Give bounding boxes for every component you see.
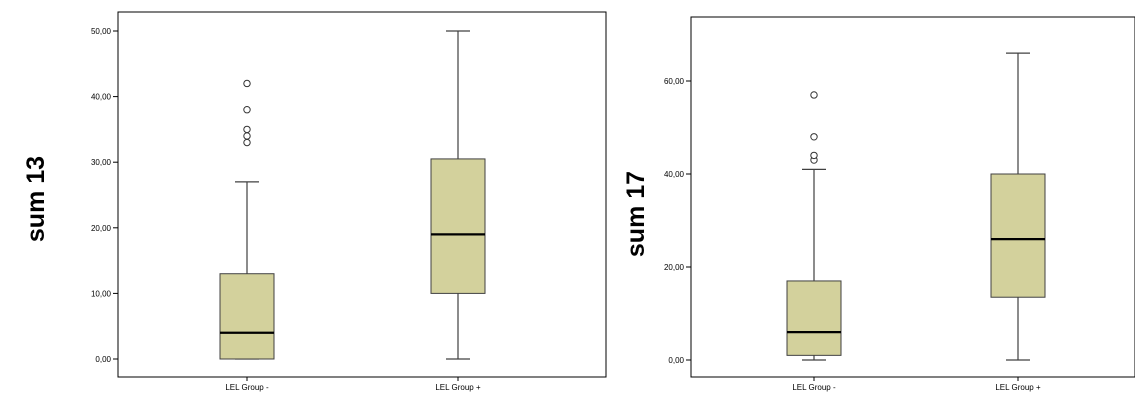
box-1 xyxy=(430,30,486,360)
box-1 xyxy=(990,52,1046,361)
chart-sum-13: 0,00 10,00 20,00 30,00 40,00 50,00 LEL Group -… xyxy=(22,11,607,392)
y-tick-label: 40,00 xyxy=(664,170,685,179)
iqr-box xyxy=(430,158,486,294)
y-tick-label: 30,00 xyxy=(91,158,112,167)
x-tick-label: LEL Group + xyxy=(435,383,481,392)
y-tick-label: 20,00 xyxy=(91,224,112,233)
box-0 xyxy=(786,91,842,361)
iqr-box xyxy=(786,280,842,356)
iqr-box xyxy=(990,173,1046,298)
y-tick-label: 0,00 xyxy=(668,356,684,365)
x-tick-label: LEL Group + xyxy=(995,383,1041,392)
y-tick-label: 20,00 xyxy=(664,263,685,272)
y-tick-label: 0,00 xyxy=(95,355,111,364)
outlier-point xyxy=(243,79,251,88)
outlier-point xyxy=(810,133,818,141)
outlier-point xyxy=(810,91,818,99)
y-tick-label: 10,00 xyxy=(91,289,112,298)
chart-sum-17: 0,00 20,00 40,00 60,00 LEL Group - LEL Group … xyxy=(622,16,1135,392)
y-tick-label: 50,00 xyxy=(91,27,112,36)
outlier-point xyxy=(243,106,251,114)
plot-frame xyxy=(690,16,1135,378)
plot-frame xyxy=(117,11,607,378)
outlier-point xyxy=(243,125,251,134)
y-axis-label: sum 17 xyxy=(622,171,650,257)
box-0 xyxy=(219,79,275,360)
x-tick-label: LEL Group - xyxy=(225,383,269,392)
y-tick-label: 60,00 xyxy=(664,77,685,86)
y-axis-label: sum 13 xyxy=(22,156,50,242)
outlier-point xyxy=(243,132,251,140)
outlier-point xyxy=(810,151,818,160)
outlier-point xyxy=(243,138,251,147)
x-tick-label: LEL Group - xyxy=(792,383,836,392)
y-tick-label: 40,00 xyxy=(91,93,112,102)
iqr-box xyxy=(219,273,275,360)
